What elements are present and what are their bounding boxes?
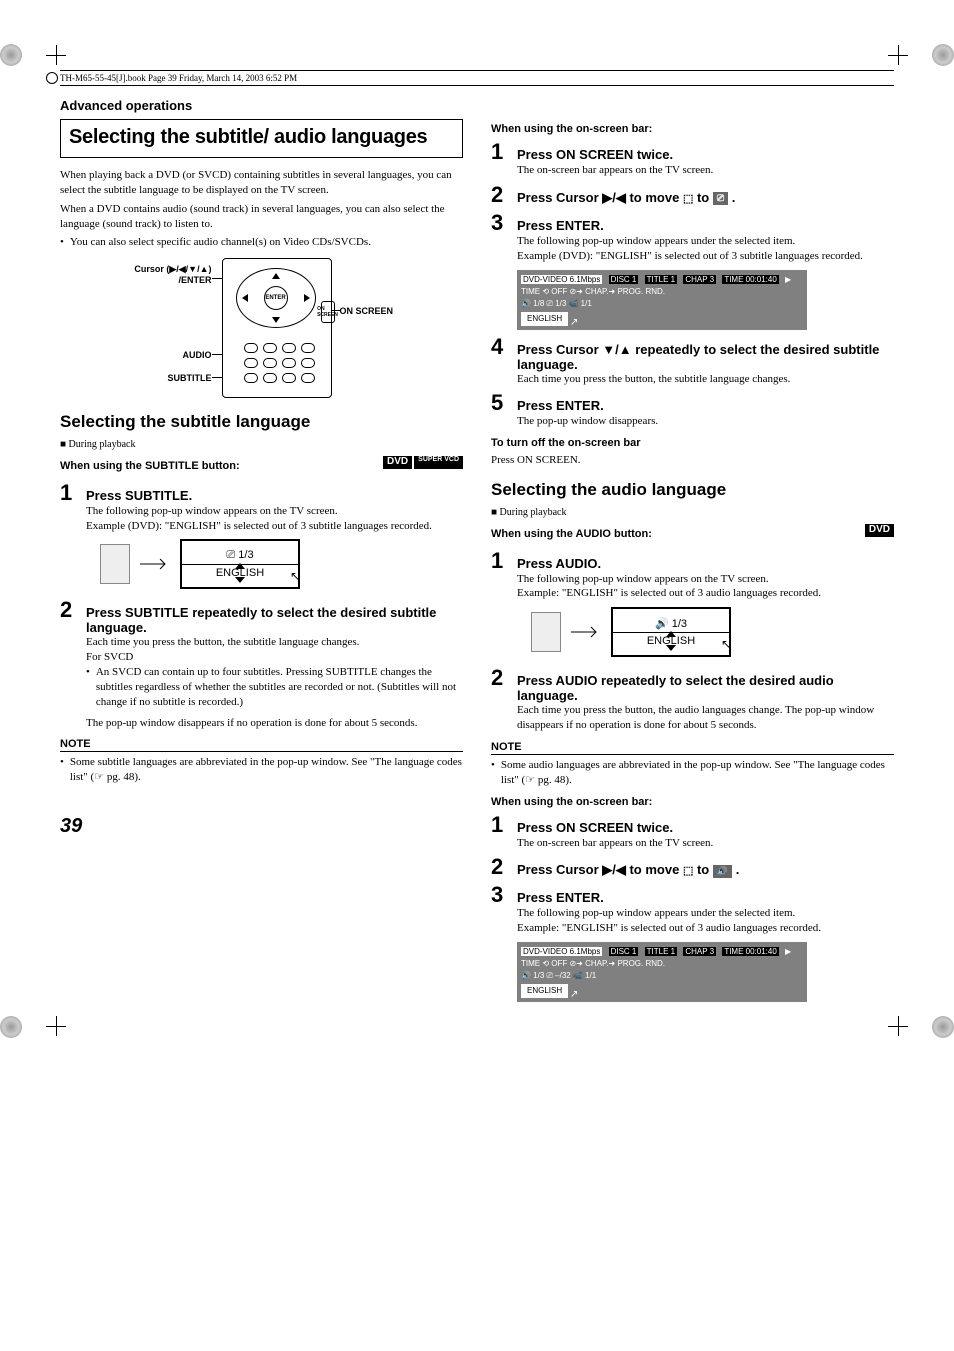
turnoff-body: Press ON SCREEN. bbox=[491, 453, 894, 468]
enter-button: ENTER bbox=[264, 286, 288, 310]
cursor-icon-2: ↖ bbox=[721, 637, 731, 651]
sub-step1-title: Press SUBTITLE. bbox=[86, 488, 192, 503]
os-sub-step-4: 4 Press Cursor ▼/▲ repeatedly to select … bbox=[491, 336, 894, 372]
crop-cross-tl bbox=[46, 45, 66, 65]
onscreen-label: ON SCREEN bbox=[340, 306, 410, 316]
main-title: Selecting the subtitle/ audio languages bbox=[69, 126, 454, 149]
audio-step-2: 2 Press AUDIO repeatedly to select the d… bbox=[491, 667, 894, 703]
onscreen-button: ONSCREEN bbox=[321, 301, 335, 323]
osd-box-2: DVD-VIDEO 6.1Mbps DISC 1 TITLE 1 CHAP 3 … bbox=[517, 942, 807, 1002]
subtitle-lang-heading: Selecting the subtitle language bbox=[60, 412, 463, 432]
os-sub-step-5: 5 Press ENTER. bbox=[491, 392, 894, 414]
cursor-label: Cursor (▶/◀/▼/▲) /ENTER bbox=[122, 264, 212, 285]
cursor-outline-icon: ⬚ bbox=[683, 193, 693, 205]
crop-mark-br bbox=[932, 1016, 954, 1038]
right-arrow-icon bbox=[304, 294, 310, 302]
os-audio-step-2: 2 Press Cursor ▶/◀ to move ⬚ to 🔊 . bbox=[491, 856, 894, 878]
button-row-1 bbox=[244, 343, 315, 353]
os-audio-step-3: 3 Press ENTER. bbox=[491, 884, 894, 906]
play-icon: ▶ bbox=[785, 275, 791, 284]
remote-diagram: Cursor (▶/◀/▼/▲) /ENTER AUDIO SUBTITLE O… bbox=[132, 258, 392, 398]
audio-badges: DVD bbox=[865, 524, 894, 537]
button-row-2 bbox=[244, 358, 315, 368]
intro-p1: When playing back a DVD (or SVCD) contai… bbox=[60, 168, 463, 198]
during-playback-1: ■ During playback bbox=[60, 438, 463, 452]
when-onscreen-2: When using the on-screen bar: bbox=[491, 796, 894, 808]
audio-popup-box: 🔊 1/3 ENGLISH ↖ bbox=[611, 607, 731, 657]
audio-target-icon: 🔊 bbox=[713, 865, 732, 878]
tv-icon-2 bbox=[531, 612, 561, 652]
os-sub-step-1: 1 Press ON SCREEN twice. bbox=[491, 141, 894, 163]
note-head-2: NOTE bbox=[491, 741, 894, 755]
sub-step2-b1: Each time you press the button, the subt… bbox=[86, 635, 463, 650]
book-header-bar: TH-M65-55-45[J].book Page 39 Friday, Mar… bbox=[60, 70, 894, 86]
subtitle-target-icon: ⎚ bbox=[713, 192, 728, 205]
crop-mark-tl bbox=[0, 44, 22, 66]
page-number: 39 bbox=[60, 815, 463, 838]
dvd-badge-2: DVD bbox=[865, 524, 894, 537]
sub-step-2: 2 Press SUBTITLE repeatedly to select th… bbox=[60, 599, 463, 635]
crop-mark-tr bbox=[932, 44, 954, 66]
audio-step-1: 1 Press AUDIO. bbox=[491, 550, 894, 572]
crop-mark-bl bbox=[0, 1016, 22, 1038]
sub-step2-title: Press SUBTITLE repeatedly to select the … bbox=[86, 605, 463, 635]
crop-cross-bl bbox=[46, 1016, 66, 1036]
sub-note-1: Some subtitle languages are abbreviated … bbox=[60, 755, 463, 785]
sub-step1-body2: Example (DVD): "ENGLISH" is selected out… bbox=[86, 519, 463, 534]
sub-step-1: 1 Press SUBTITLE. bbox=[60, 482, 463, 504]
crop-cross-tr bbox=[888, 45, 908, 65]
step-num-1: 1 bbox=[60, 482, 78, 504]
arrow-icon bbox=[140, 554, 170, 574]
left-column: Selecting the subtitle/ audio languages … bbox=[60, 119, 463, 1008]
down-arrow-icon bbox=[272, 317, 280, 323]
play-icon-2: ▶ bbox=[785, 947, 791, 956]
during-playback-2: ■ During playback bbox=[491, 506, 894, 520]
section-label: Advanced operations bbox=[60, 98, 894, 113]
audio-note-1: Some audio languages are abbreviated in … bbox=[491, 758, 894, 788]
cursor-icon: ↖ bbox=[290, 569, 300, 583]
audio-popup-diagram: 🔊 1/3 ENGLISH ↖ bbox=[531, 607, 894, 657]
button-row-3 bbox=[244, 373, 315, 383]
popup-language: ENGLISH ↖ bbox=[182, 565, 298, 581]
subtitle-popup-diagram: ⎚ 1/3 ENGLISH ↖ bbox=[100, 539, 463, 589]
svcd-badge: SUPER VCD bbox=[414, 456, 463, 469]
os-sub-step-3: 3 Press ENTER. bbox=[491, 212, 894, 234]
when-onscreen-1: When using the on-screen bar: bbox=[491, 123, 894, 135]
subtitle-badges: DVD SUPER VCD bbox=[383, 456, 463, 469]
note-head-1: NOTE bbox=[60, 738, 463, 752]
turnoff-head: To turn off the on-screen bar bbox=[491, 437, 894, 449]
sub-step2-b3: An SVCD can contain up to four subtitles… bbox=[86, 665, 463, 710]
sub-step2-b4: The pop-up window disappears if no opera… bbox=[86, 716, 463, 731]
intro-p2: When a DVD contains audio (sound track) … bbox=[60, 202, 463, 232]
audio-lang-heading: Selecting the audio language bbox=[491, 480, 894, 500]
intro-bullet: You can also select specific audio chann… bbox=[60, 235, 463, 250]
subtitle-label: SUBTITLE bbox=[132, 373, 212, 383]
up-arrow-icon bbox=[272, 273, 280, 279]
right-column: When using the on-screen bar: 1 Press ON… bbox=[491, 119, 894, 1008]
subtitle-popup-box: ⎚ 1/3 ENGLISH ↖ bbox=[180, 539, 300, 589]
osd-box-1: DVD-VIDEO 6.1Mbps DISC 1 TITLE 1 CHAP 3 … bbox=[517, 270, 807, 330]
os-sub-step-2: 2 Press Cursor ▶/◀ to move ⬚ to ⎚ . bbox=[491, 184, 894, 206]
dvd-badge: DVD bbox=[383, 456, 412, 469]
os-audio-step-1: 1 Press ON SCREEN twice. bbox=[491, 814, 894, 836]
left-arrow-icon bbox=[242, 294, 248, 302]
audio-label: AUDIO bbox=[142, 350, 212, 360]
sub-step2-b2: For SVCD bbox=[86, 650, 463, 665]
sub-step1-body1: The following pop-up window appears on t… bbox=[86, 504, 463, 519]
main-title-box: Selecting the subtitle/ audio languages bbox=[60, 119, 463, 158]
tv-icon bbox=[100, 544, 130, 584]
when-audio-button: When using the AUDIO button: bbox=[491, 528, 894, 540]
book-header-text: TH-M65-55-45[J].book Page 39 Friday, Mar… bbox=[60, 73, 297, 83]
arrow-icon-2 bbox=[571, 622, 601, 642]
dpad: ENTER bbox=[236, 268, 316, 328]
crop-cross-br bbox=[888, 1016, 908, 1036]
cursor-outline-icon-2: ⬚ bbox=[683, 865, 693, 877]
